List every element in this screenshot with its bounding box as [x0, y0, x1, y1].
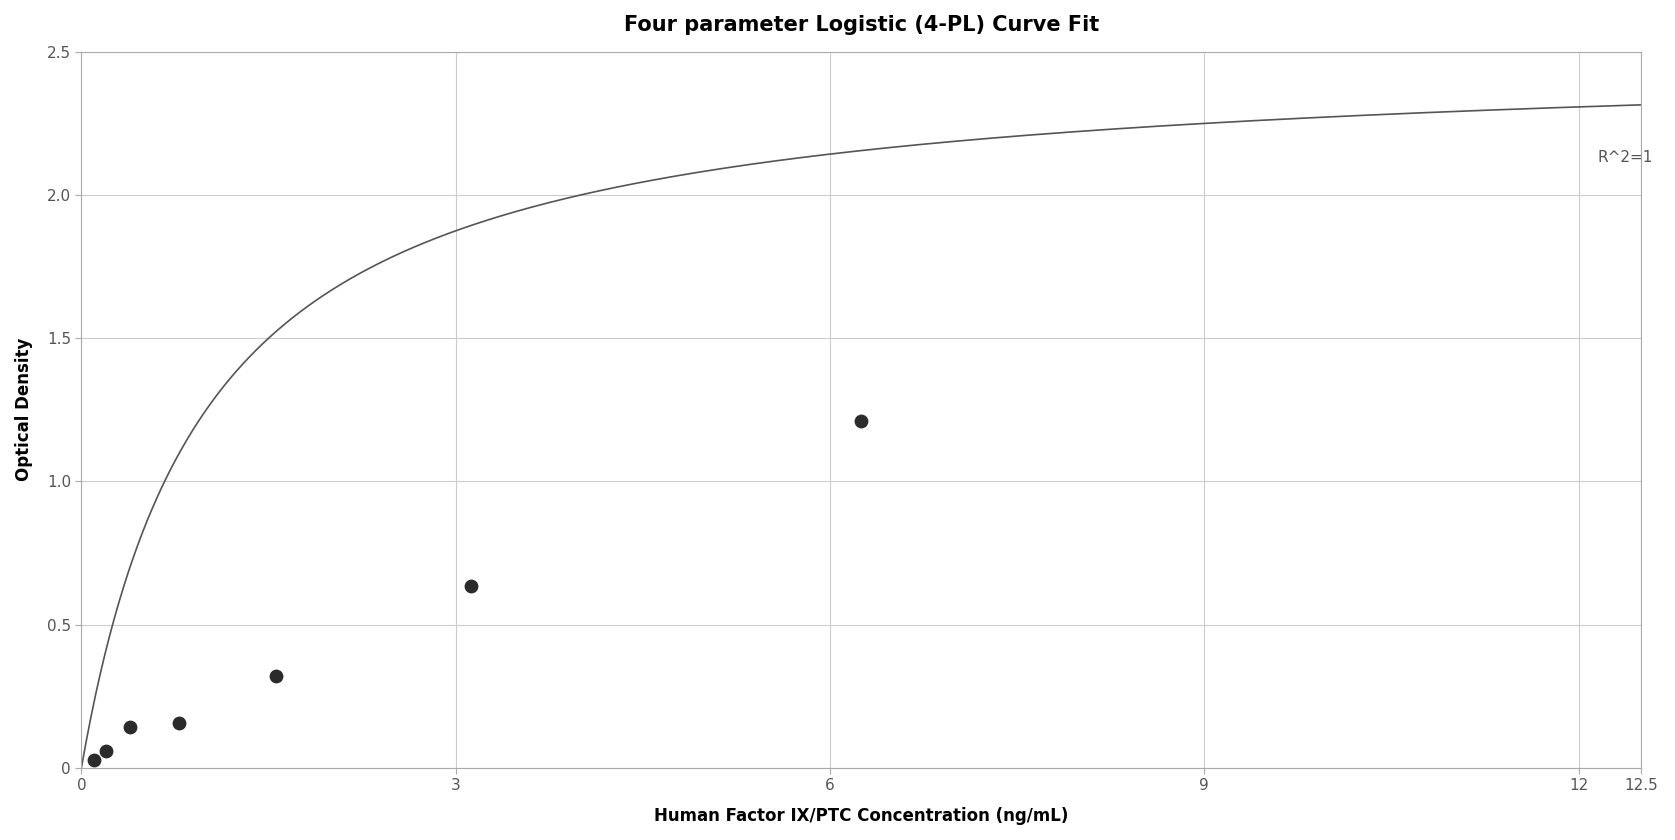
Point [263, 669, 290, 683]
Point [92, 744, 119, 758]
Point [80, 753, 107, 766]
X-axis label: Human Factor IX/PTC Concentration (ng/mL): Human Factor IX/PTC Concentration (ng/mL… [653, 807, 1069, 825]
Point [848, 414, 874, 428]
Title: Four parameter Logistic (4-PL) Curve Fit: Four parameter Logistic (4-PL) Curve Fit [623, 15, 1099, 35]
Text: R^2=1: R^2=1 [1598, 150, 1653, 165]
Point [117, 721, 144, 734]
Y-axis label: Optical Density: Optical Density [15, 338, 34, 481]
Point [457, 579, 484, 592]
Point [166, 717, 193, 730]
